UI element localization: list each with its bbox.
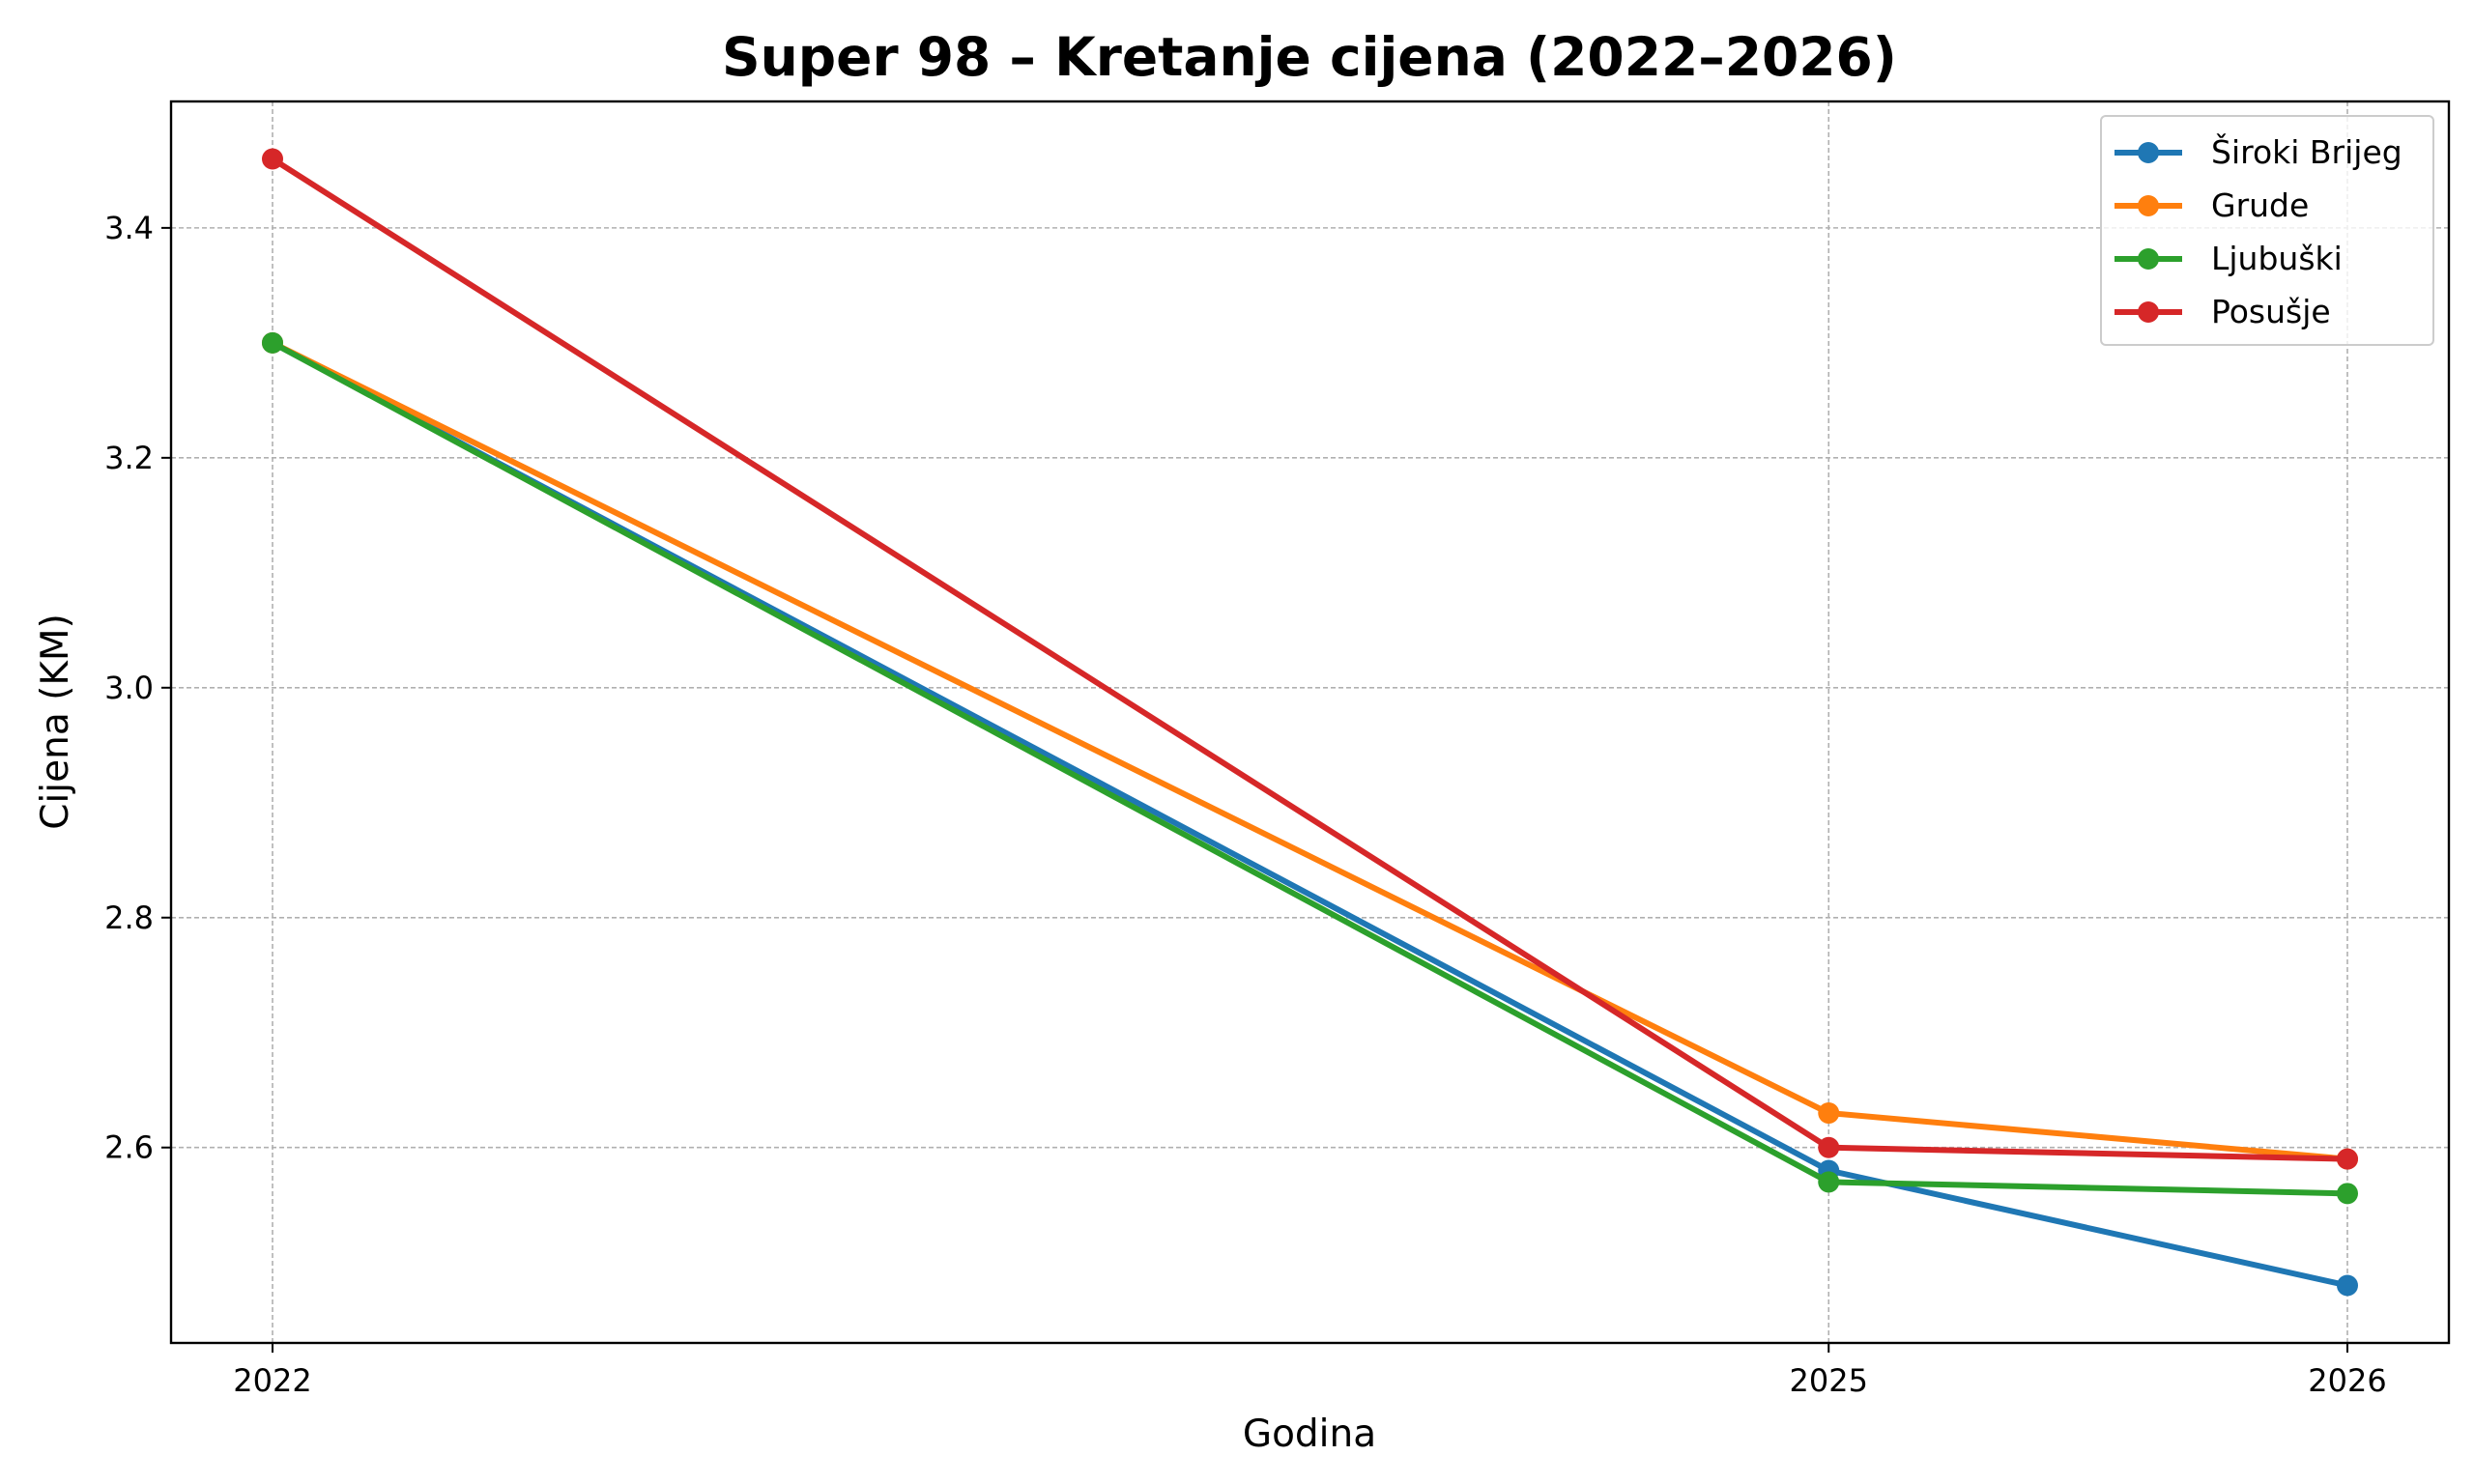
y-tick-label: 3.2 [104,440,154,476]
plot-area-frame [169,100,2451,1345]
series-line [270,339,2350,1289]
x-tick-label: 2022 [233,1362,311,1399]
series-line [270,339,2350,1197]
series-line [270,156,2350,1162]
data-point [262,331,283,354]
data-point [262,148,283,170]
data-point [1818,1136,1840,1158]
x-tick-label: 2026 [2308,1362,2386,1399]
legend-label: Grude [2211,186,2309,224]
data-point [2337,1183,2358,1205]
legend-label: Široki Brijeg [2211,132,2402,171]
data-point [2337,1274,2358,1297]
legend-entries: Široki Brijeg Grude Ljubuški Posušje [2114,132,2402,330]
legend-entry: Ljubuški [2114,240,2343,277]
y-tick-label: 3.0 [104,670,154,706]
legend-box [2100,115,2434,346]
series-ljubuški [262,331,2358,1205]
legend-entry: Posušje [2114,293,2331,330]
legend-swatch-marker [2138,195,2159,216]
y-tick-label: 2.8 [104,899,154,936]
data-point [2337,1148,2358,1170]
series-lines [262,148,2358,1297]
legend-label: Posušje [2211,293,2331,330]
legend-swatch-marker [2138,142,2159,163]
grid [171,101,2449,1343]
data-point [1818,1102,1840,1125]
legend-entry: Široki Brijeg [2114,132,2402,171]
axis-ticks: 2022 2025 2026 2.6 2.8 3.0 3.2 3.4 [104,210,2387,1399]
x-axis-label: Godina [1243,1413,1376,1456]
chart-title: Super 98 – Kretanje cijena (2022–2026) [722,26,1897,88]
y-tick-label: 2.6 [104,1129,154,1166]
data-point [1818,1171,1840,1193]
legend-entry: Grude [2114,186,2309,224]
legend-swatch-marker [2138,301,2159,323]
legend-swatch-marker [2138,248,2159,270]
x-tick-label: 2025 [1790,1362,1868,1399]
series-line [270,339,2350,1162]
y-axis-label: Cijena (KM) [34,614,77,830]
y-tick-label: 3.4 [104,210,154,246]
series-posušje [262,148,2358,1170]
legend: Široki Brijeg Grude Ljubuški Posušje [2100,115,2434,346]
legend-label: Ljubuški [2211,240,2343,277]
